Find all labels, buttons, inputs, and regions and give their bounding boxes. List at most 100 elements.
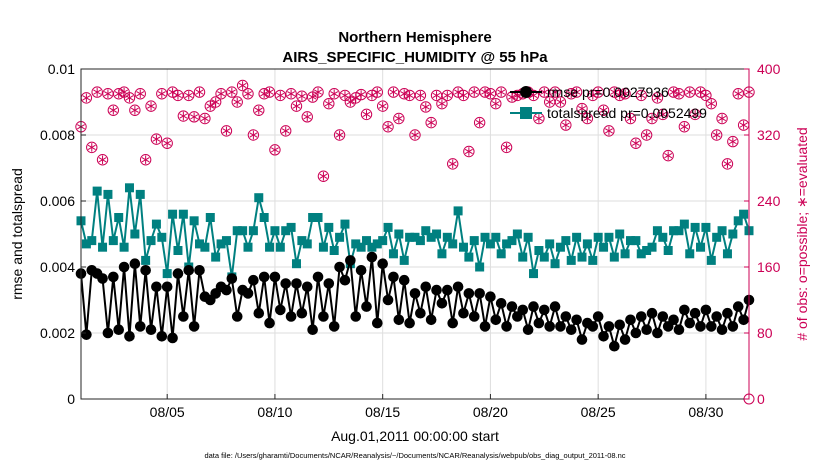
- rmse-point-108: [657, 311, 669, 322]
- spread-point-61: [405, 232, 415, 242]
- obs-point-26: [215, 88, 227, 100]
- rmse-point-10: [129, 258, 141, 270]
- obs-point-117: [705, 97, 717, 110]
- spread-point-106: [647, 242, 657, 252]
- rmse-point-15: [156, 331, 168, 342]
- obs-point-6: [107, 104, 120, 116]
- obs-point-44: [312, 86, 324, 98]
- spread-point-38: [281, 226, 291, 236]
- rmse-point-78: [495, 298, 507, 309]
- obs-point-97: [597, 104, 610, 116]
- spread-point-32: [248, 226, 258, 236]
- spread-point-35: [265, 242, 275, 252]
- spread-point-51: [351, 239, 361, 249]
- rmse-point-56: [377, 258, 388, 270]
- spread-point-49: [340, 219, 350, 229]
- spread-point-115: [696, 242, 706, 252]
- obs-point-69: [447, 158, 459, 170]
- spread-point-118: [712, 232, 722, 242]
- spread-point-11: [135, 189, 145, 199]
- obs-point-55: [371, 86, 383, 98]
- rmse-point-60: [398, 274, 410, 286]
- obs-point-121: [727, 135, 739, 148]
- rmse-point-61: [404, 317, 415, 329]
- obs-point-114: [689, 108, 701, 121]
- rmse-point-96: [592, 311, 604, 322]
- rmse-point-87: [544, 321, 555, 332]
- right-tick-label-2: 160: [757, 259, 781, 275]
- rmse-point-12: [140, 265, 151, 276]
- spread-point-74: [475, 262, 485, 272]
- rmse-point-65: [425, 314, 437, 326]
- rmse-point-73: [468, 311, 480, 322]
- obs-point-27: [220, 125, 233, 137]
- spread-point-90: [561, 236, 571, 246]
- spread-point-52: [356, 242, 366, 252]
- obs-point-31: [242, 88, 254, 100]
- rmse-point-40: [291, 278, 302, 289]
- spread-point-81: [512, 229, 522, 239]
- rmse-point-103: [630, 327, 642, 339]
- rmse-point-76: [485, 291, 496, 303]
- spread-point-18: [173, 246, 183, 255]
- spread-point-2: [87, 236, 97, 246]
- obs-point-22: [193, 86, 206, 98]
- rmse-point-92: [571, 314, 582, 326]
- spread-point-30: [238, 226, 248, 236]
- spread-point-24: [205, 213, 215, 222]
- spread-point-55: [372, 239, 382, 249]
- rmse-point-27: [221, 284, 232, 296]
- obs-point-25: [209, 96, 222, 108]
- spread-point-73: [469, 236, 479, 246]
- rmse-point-104: [635, 311, 647, 322]
- rmse-point-8: [118, 261, 130, 273]
- rmse-point-35: [264, 317, 275, 329]
- obs-point-23: [199, 112, 211, 125]
- spread-point-15: [157, 232, 167, 242]
- spread-point-83: [523, 232, 533, 242]
- obs-point-88: [549, 86, 561, 98]
- data-file-footer: data file: /Users/gharamti/Documents/NCA…: [204, 451, 625, 460]
- obs-point-98: [603, 125, 615, 137]
- rmse-point-1: [81, 329, 92, 340]
- obs-point-105: [640, 129, 653, 141]
- right-axis-ticks: 0 80 160 240 320 400: [744, 61, 781, 407]
- rmse-point-16: [161, 281, 173, 293]
- spread-point-33: [254, 193, 264, 203]
- obs-point-46: [323, 97, 335, 110]
- obs-point-89: [554, 96, 567, 108]
- rmse-point-98: [603, 321, 615, 332]
- rmse-point-121: [727, 321, 739, 332]
- obs-point-78: [495, 86, 507, 98]
- rmse-point-55: [371, 317, 383, 329]
- obs-point-74: [473, 116, 486, 129]
- rmse-point-58: [388, 271, 399, 283]
- obs-point-4: [96, 154, 109, 166]
- rmse-point-68: [442, 284, 453, 296]
- rmse-point-17: [167, 332, 178, 344]
- obs-point-108: [657, 108, 669, 121]
- rmse-point-115: [695, 321, 706, 332]
- obs-point-63: [414, 89, 427, 102]
- x-axis-ticks: 08/05 08/10 08/15 08/20 08/25 08/30: [150, 394, 724, 420]
- rmse-point-4: [97, 273, 108, 284]
- obs-point-9: [123, 92, 136, 104]
- obs-point-109: [662, 149, 674, 162]
- rmse-point-53: [361, 301, 372, 312]
- spread-point-112: [679, 219, 689, 229]
- rmse-point-107: [652, 327, 663, 339]
- rmse-point-112: [679, 304, 690, 316]
- spread-point-122: [733, 216, 743, 226]
- plot-area: [75, 68, 755, 405]
- obs-point-68: [441, 89, 454, 102]
- obs-point-12: [139, 154, 152, 166]
- rmse-point-86: [538, 304, 550, 316]
- rmse-point-84: [528, 301, 539, 312]
- x-axis-title: Aug.01,2011 00:00:00 start: [331, 428, 499, 444]
- spread-point-42: [302, 239, 312, 249]
- rmse-point-118: [711, 311, 722, 322]
- rmse-point-110: [668, 314, 679, 326]
- spread-point-9: [124, 183, 134, 193]
- rmse-point-49: [339, 274, 351, 286]
